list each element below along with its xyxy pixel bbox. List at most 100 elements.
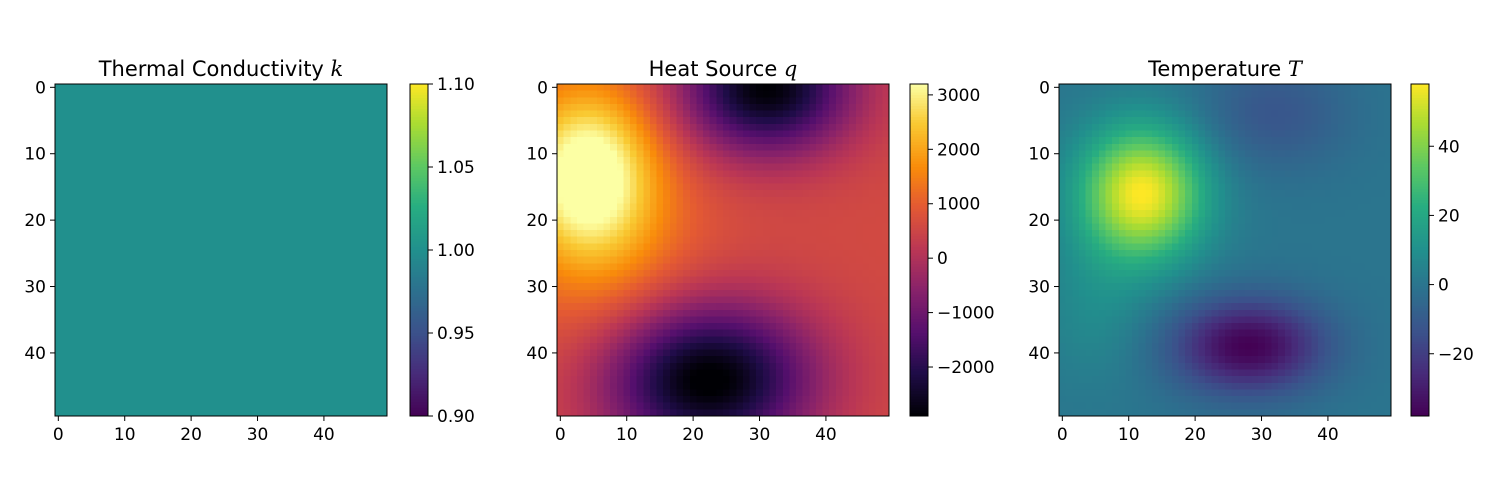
heatmap-cell bbox=[716, 203, 724, 211]
heatmap-cell bbox=[380, 263, 388, 271]
heatmap-cell bbox=[167, 256, 176, 264]
heatmap-cell bbox=[373, 117, 381, 125]
heatmap-cell bbox=[563, 163, 571, 171]
heatmap-cell bbox=[55, 84, 63, 92]
heatmap-cell bbox=[307, 349, 315, 357]
heatmap-cell bbox=[603, 356, 611, 364]
colorbar-segment bbox=[410, 131, 428, 135]
heatmap-cell bbox=[280, 369, 288, 377]
heatmap-cell bbox=[214, 396, 222, 404]
heatmap-cell bbox=[709, 143, 717, 151]
heatmap-cell bbox=[347, 216, 355, 225]
heatmap-cell bbox=[174, 323, 182, 331]
heatmap-cell bbox=[327, 190, 335, 198]
heatmap-cell bbox=[187, 183, 196, 191]
heatmap-cell bbox=[809, 223, 817, 231]
heatmap-cell bbox=[214, 336, 222, 344]
heatmap-cell bbox=[333, 163, 342, 171]
heatmap-cell bbox=[557, 342, 565, 351]
heatmap-cell bbox=[756, 236, 764, 244]
heatmap-cell bbox=[862, 263, 870, 271]
colorbar-segment bbox=[410, 269, 428, 273]
heatmap-cell bbox=[709, 90, 717, 98]
heatmap-cell bbox=[849, 190, 857, 198]
heatmap-cell bbox=[68, 342, 76, 351]
heatmap-cell bbox=[616, 143, 624, 151]
heatmap-cell bbox=[630, 163, 638, 171]
heatmap-cell bbox=[221, 190, 229, 198]
heatmap-cell bbox=[669, 389, 678, 397]
heatmap-cell bbox=[94, 117, 103, 125]
heatmap-cell bbox=[61, 283, 69, 291]
heatmap-cell bbox=[201, 276, 209, 284]
heatmap-cell bbox=[769, 110, 777, 118]
heatmap-cell bbox=[822, 376, 830, 384]
heatmap-cell bbox=[373, 269, 381, 278]
heatmap-cell bbox=[649, 150, 658, 158]
heatmap-cell bbox=[835, 90, 844, 98]
heatmap-cell bbox=[623, 97, 631, 105]
heatmap-cell bbox=[294, 342, 302, 351]
heatmap-cell bbox=[756, 296, 764, 304]
heatmap-cell bbox=[267, 170, 275, 178]
heatmap-cell bbox=[333, 97, 342, 105]
heatmap-cell bbox=[161, 157, 169, 165]
heatmap-cell bbox=[829, 150, 837, 158]
heatmap-cell bbox=[234, 316, 242, 324]
heatmap-cell bbox=[590, 362, 598, 371]
heatmap-cell bbox=[274, 329, 282, 337]
heatmap-cell bbox=[875, 176, 883, 185]
heatmap-cell bbox=[849, 157, 857, 165]
heatmap-cell bbox=[227, 210, 235, 218]
heatmap-cell bbox=[294, 150, 302, 158]
heatmap-cell bbox=[81, 203, 89, 211]
heatmap-cell bbox=[610, 236, 618, 244]
heatmap-cell bbox=[676, 90, 684, 98]
heatmap-cell bbox=[762, 230, 771, 238]
heatmap-cell bbox=[320, 110, 328, 118]
heatmap-cell bbox=[583, 236, 591, 244]
heatmap-cell bbox=[669, 309, 678, 317]
heatmap-cell bbox=[723, 256, 731, 264]
heatmap-cell bbox=[663, 117, 671, 125]
heatmap-cell bbox=[802, 150, 810, 158]
heatmap-cell bbox=[643, 176, 651, 185]
heatmap-cell bbox=[353, 250, 362, 258]
heatmap-cell bbox=[181, 170, 189, 178]
heatmap-cell bbox=[141, 309, 149, 317]
heatmap-cell bbox=[590, 243, 598, 251]
heatmap-cell bbox=[101, 316, 109, 324]
heatmap-cell bbox=[101, 123, 109, 132]
heatmap-cell bbox=[815, 123, 824, 132]
heatmap-cell bbox=[240, 250, 249, 258]
heatmap-cell bbox=[81, 97, 89, 105]
heatmap-cell bbox=[294, 269, 302, 278]
heatmap-cell bbox=[576, 369, 585, 377]
heatmap-cell bbox=[875, 143, 883, 151]
heatmap-cell bbox=[815, 97, 824, 105]
heatmap-cell bbox=[128, 396, 136, 404]
heatmap-cell bbox=[829, 117, 837, 125]
heatmap-cell bbox=[320, 84, 328, 92]
heatmap-cell bbox=[596, 303, 605, 311]
heatmap-cell bbox=[749, 196, 757, 205]
heatmap-cell bbox=[287, 409, 295, 417]
heatmap-cell bbox=[353, 296, 362, 304]
colorbar-segment bbox=[410, 324, 428, 329]
heatmap-cell bbox=[81, 376, 89, 384]
heatmap-cell bbox=[610, 369, 618, 377]
heatmap-cell bbox=[68, 402, 76, 410]
heatmap-cell bbox=[849, 336, 857, 344]
heatmap-cell bbox=[603, 117, 611, 125]
heatmap-cell bbox=[108, 283, 116, 291]
heatmap-cell bbox=[610, 336, 618, 344]
heatmap-cell bbox=[240, 176, 249, 185]
heatmap-cell bbox=[689, 296, 698, 304]
heatmap-cell bbox=[333, 176, 342, 185]
heatmap-cell bbox=[214, 183, 222, 191]
heatmap-cell bbox=[616, 150, 624, 158]
heatmap-cell bbox=[114, 196, 122, 205]
heatmap-cell bbox=[855, 269, 864, 278]
heatmap-cell bbox=[101, 283, 109, 291]
heatmap-cell bbox=[683, 362, 691, 371]
